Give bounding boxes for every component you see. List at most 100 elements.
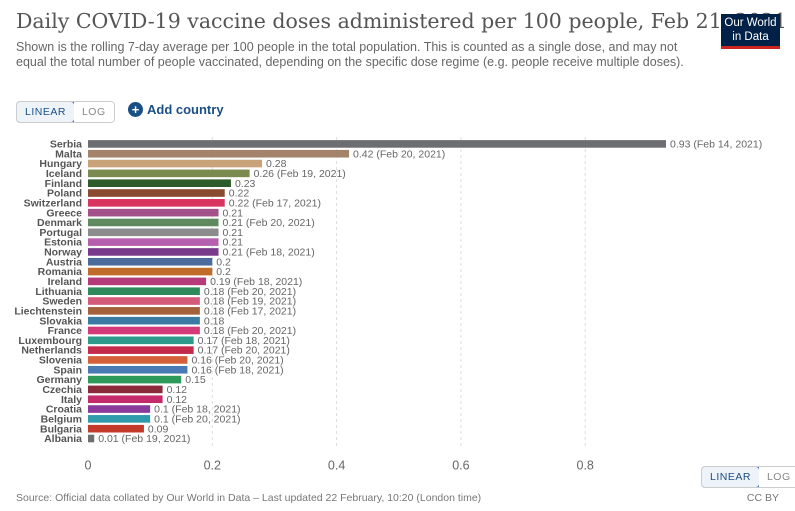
linear-axis-button[interactable]: LINEAR (701, 467, 760, 487)
x-tick-label: 0.6 (452, 458, 469, 472)
value-label: 0.15 (185, 374, 206, 386)
category-label: Lithuania (35, 286, 82, 298)
category-label: Poland (47, 188, 82, 200)
value-label: 0.28 (266, 158, 287, 170)
bar (88, 257, 213, 266)
bar (88, 346, 194, 354)
category-label: Sweden (42, 296, 82, 308)
bar (88, 199, 225, 207)
bar (88, 248, 219, 256)
bar (88, 395, 163, 404)
value-label: 0.21 (Feb 20, 2021) (223, 217, 315, 229)
logo-line-2: in Data (732, 30, 769, 43)
source-note: Source: Official data collated by Our Wo… (16, 492, 482, 504)
logo-line-1: Our World (724, 17, 777, 29)
chart-title: Daily COVID-19 vaccine doses administere… (16, 9, 787, 33)
value-label: 0.12 (167, 384, 188, 396)
log-scale-button[interactable]: LOG (73, 102, 114, 122)
value-label: 0.12 (167, 394, 188, 406)
bar (88, 238, 219, 246)
bar (88, 385, 163, 394)
plus-icon: + (128, 102, 143, 117)
value-label: 0.2 (216, 256, 231, 268)
add-country-button[interactable]: + Add country (128, 102, 224, 117)
bar (88, 336, 194, 345)
bar (88, 140, 666, 148)
value-label: 0.2 (216, 266, 231, 278)
value-label: 0.1 (Feb 18, 2021) (154, 404, 240, 416)
bar (88, 415, 151, 423)
category-label: Netherlands (21, 345, 82, 357)
value-label: 0.23 (235, 178, 256, 190)
category-label: Ireland (48, 276, 82, 288)
bar (88, 169, 250, 178)
license-label[interactable]: CC BY (746, 492, 779, 504)
bar (88, 287, 200, 296)
bar (88, 189, 225, 197)
bar (88, 267, 213, 276)
value-label: 0.18 (Feb 17, 2021) (204, 305, 296, 317)
category-label: France (48, 325, 83, 337)
bar (88, 208, 219, 217)
x-tick-label: 0.4 (328, 458, 345, 472)
category-label: Czechia (42, 384, 82, 396)
category-label: Finland (45, 178, 82, 190)
bar (88, 277, 207, 286)
chart-subtitle: Shown is the rolling 7-day average per 1… (16, 40, 684, 69)
bar (88, 424, 144, 433)
x-tick-label: 0.2 (204, 458, 221, 472)
value-label: 0.42 (Feb 20, 2021) (353, 148, 445, 160)
value-label: 0.21 (223, 227, 244, 239)
category-label: Belgium (41, 413, 82, 425)
value-label: 0.18 (Feb 20, 2021) (204, 325, 296, 337)
category-label: Iceland (46, 168, 82, 180)
value-label: 0.18 (Feb 19, 2021) (204, 296, 296, 308)
category-label: Croatia (46, 404, 82, 416)
category-label: Germany (36, 374, 82, 386)
category-label: Greece (46, 207, 82, 219)
scale-toggle-bottom: LINEAR LOG (701, 466, 795, 488)
bar (88, 218, 219, 227)
value-label: 0.18 (Feb 20, 2021) (204, 286, 296, 298)
bar (88, 316, 200, 325)
category-label: Liechtenstein (14, 305, 82, 317)
value-label: 0.09 (148, 423, 169, 435)
value-label: 0.01 (Feb 19, 2021) (98, 433, 190, 445)
bar (88, 159, 263, 168)
bar (88, 307, 200, 315)
value-label: 0.22 (229, 188, 250, 200)
value-label: 0.21 (223, 237, 244, 249)
x-tick-label: 0.8 (577, 458, 594, 472)
value-label: 0.19 (Feb 18, 2021) (210, 276, 302, 288)
value-label: 0.26 (Feb 19, 2021) (254, 168, 346, 180)
value-label: 0.22 (Feb 17, 2021) (229, 197, 321, 209)
category-label: Hungary (39, 158, 82, 170)
category-label: Portugal (39, 227, 82, 239)
log-axis-button[interactable]: LOG (758, 467, 795, 487)
category-label: Romania (38, 266, 83, 278)
category-label: Austria (46, 256, 82, 268)
value-label: 0.17 (Feb 20, 2021) (198, 345, 290, 357)
category-label: Italy (61, 394, 82, 406)
category-label: Switzerland (24, 197, 82, 209)
category-label: Denmark (37, 217, 82, 229)
bar (88, 434, 95, 443)
category-label: Malta (55, 148, 82, 160)
linear-scale-button[interactable]: LINEAR (16, 102, 75, 122)
bar (88, 405, 151, 413)
add-country-label: Add country (147, 102, 224, 117)
bar (88, 356, 188, 364)
value-label: 0.18 (204, 315, 225, 327)
category-label: Serbia (50, 139, 82, 151)
value-label: 0.93 (Feb 14, 2021) (670, 139, 762, 151)
category-label: Bulgaria (40, 423, 82, 435)
bar (88, 228, 219, 237)
owid-logo[interactable]: Our World in Data (721, 14, 780, 49)
x-tick-label: 0 (85, 458, 92, 472)
value-label: 0.21 (Feb 18, 2021) (223, 247, 315, 259)
bar (88, 179, 231, 187)
bar (88, 149, 350, 158)
category-label: Estonia (44, 237, 82, 249)
bar (88, 365, 188, 374)
value-label: 0.1 (Feb 20, 2021) (154, 413, 240, 425)
